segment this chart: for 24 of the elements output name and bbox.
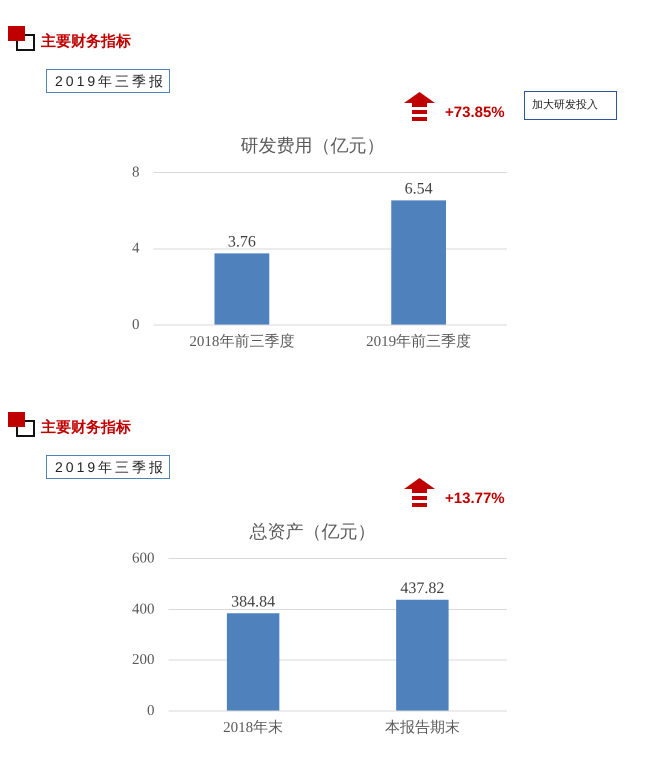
data-label: 6.54 bbox=[404, 180, 433, 198]
x-tick-label: 本报告期末 bbox=[384, 718, 460, 736]
y-tick-label: 0 bbox=[147, 702, 154, 719]
data-label: 437.82 bbox=[400, 580, 444, 597]
x-tick-label: 2019年前三季度 bbox=[366, 332, 472, 350]
y-tick-label: 400 bbox=[132, 601, 154, 618]
chart-title: 研发费用（亿元） bbox=[240, 136, 384, 156]
label-box: 2019年三季报 bbox=[46, 455, 170, 479]
x-tick-label: 2018年末 bbox=[223, 718, 284, 736]
label-box: 2019年三季报 bbox=[46, 69, 170, 93]
y-tick-label: 4 bbox=[132, 240, 140, 257]
y-tick-label: 8 bbox=[132, 164, 140, 181]
text: +73.85% bbox=[445, 104, 505, 122]
y-tick-label: 0 bbox=[132, 316, 140, 333]
label-box: 加大研发投入 bbox=[524, 91, 617, 120]
chart-title: 总资产（亿元） bbox=[248, 522, 376, 542]
text: 主要财务指标 bbox=[41, 33, 131, 51]
y-tick-label: 200 bbox=[132, 652, 154, 668]
x-tick-label: 2018年前三季度 bbox=[189, 332, 294, 350]
text: 主要财务指标 bbox=[41, 419, 131, 437]
data-label: 384.84 bbox=[231, 593, 276, 610]
text: +13.77% bbox=[445, 490, 505, 508]
data-label: 3.76 bbox=[228, 234, 256, 251]
y-tick-label: 600 bbox=[132, 550, 154, 567]
